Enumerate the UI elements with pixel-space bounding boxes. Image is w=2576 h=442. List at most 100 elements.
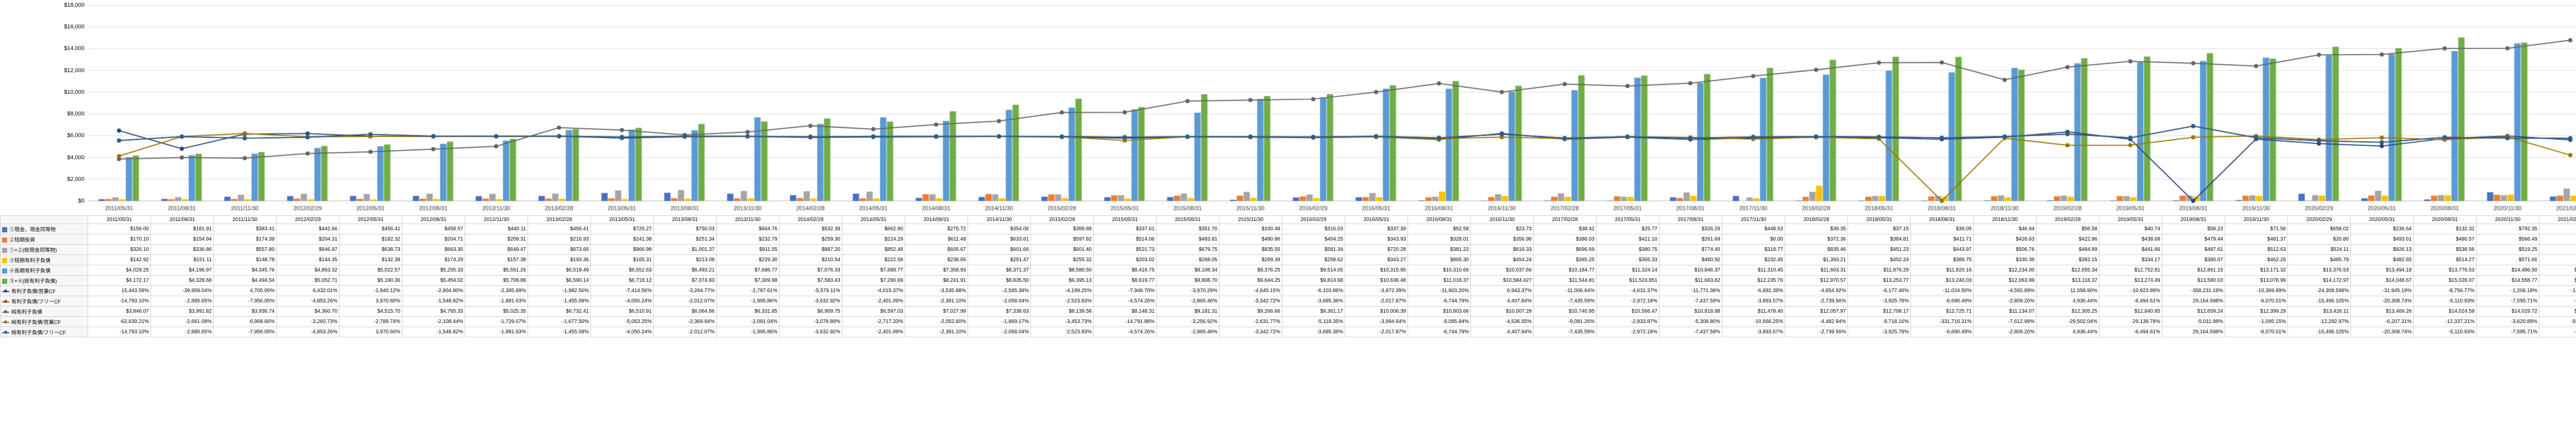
table-cell: $460.50 bbox=[1659, 255, 1722, 265]
table-cell: $14,172.97 bbox=[2288, 276, 2351, 286]
table-cell: $236.64 bbox=[2351, 224, 2414, 234]
table-col-header: 2018/05/31 bbox=[1848, 216, 1911, 224]
table-cell: -7,612.99% bbox=[1974, 317, 2037, 327]
table-cell: $13,240.03 bbox=[1911, 276, 1974, 286]
table-cell: $422.86 bbox=[2037, 234, 2099, 245]
table-cell: -4,592.89% bbox=[1974, 286, 2037, 296]
table-row-header: 純有利子負債/営業CF bbox=[1, 317, 88, 327]
table-cell: -2,595.38% bbox=[968, 286, 1031, 296]
table-col-header: 2012/11/30 bbox=[465, 216, 528, 224]
table-cell: $6,331.85 bbox=[717, 307, 779, 317]
table-cell: $232.79 bbox=[717, 234, 779, 245]
table-cell: $10,584.427 bbox=[1471, 276, 1534, 286]
table-cell: -4,574.26% bbox=[1094, 296, 1157, 307]
table-cell: $382.15 bbox=[2037, 255, 2099, 265]
table-cell: $389.88 bbox=[1031, 224, 1094, 234]
table-cell: $5,708.88 bbox=[465, 276, 528, 286]
table-col-header: 2013/05/31 bbox=[591, 216, 654, 224]
table-cell: -6,744.79% bbox=[1408, 296, 1471, 307]
table-cell: $15,028.07 bbox=[2414, 276, 2477, 286]
table-cell: $601.66 bbox=[968, 245, 1031, 255]
table-cell: $38.42 bbox=[1534, 224, 1597, 234]
table-cell: $750.03 bbox=[654, 224, 717, 234]
table-cell: -3,893.57% bbox=[1722, 296, 1785, 307]
table-cell: -7,595.71% bbox=[2477, 327, 2539, 337]
table-cell: -6,070.01% bbox=[2225, 327, 2288, 337]
table-cell: $611.48 bbox=[905, 234, 968, 245]
table-cell: -2,717.33% bbox=[842, 317, 905, 327]
table-cell: $10,803.66 bbox=[1408, 307, 1471, 317]
table-cell: $193.36 bbox=[528, 255, 591, 265]
table-cell: $9,395.13 bbox=[1031, 276, 1094, 286]
table-col-header: 2015/05/31 bbox=[1094, 216, 1157, 224]
table-cell: -1,455.08% bbox=[528, 327, 591, 337]
table-cell: $865.30 bbox=[1408, 255, 1471, 265]
table-cell: $887.20 bbox=[779, 245, 842, 255]
table-cell: $7,076.33 bbox=[779, 265, 842, 276]
table-cell: $480.86 bbox=[1219, 234, 1282, 245]
table-cell: $852.48 bbox=[842, 245, 905, 255]
legend-swatch bbox=[2, 237, 7, 243]
table-col-header: 2011/05/31 bbox=[88, 216, 151, 224]
table-col-header: 2021/02/28 bbox=[2539, 216, 2576, 224]
table-cell: $482.65 bbox=[2351, 255, 2414, 265]
table-cell: $649.47 bbox=[465, 245, 528, 255]
table-cell: -1,995.86% bbox=[717, 296, 779, 307]
table-cell: $1,001.37 bbox=[654, 245, 717, 255]
table-col-header: 2014/11/30 bbox=[968, 216, 1031, 224]
table-cell: -3,632.92% bbox=[779, 296, 842, 307]
table-cell: -5,308.80% bbox=[1659, 317, 1722, 327]
table-cell: $6,064.86 bbox=[654, 307, 717, 317]
chart-and-table-container: ①現金、現金同等物②短期投資①+②(総現金同等物)③短期有利子負債④長期有利子負… bbox=[0, 0, 2576, 442]
table-col-header: 2014/05/31 bbox=[842, 216, 905, 224]
table-cell: -9,095.94% bbox=[1408, 317, 1471, 327]
table-cell: $557.80 bbox=[214, 245, 277, 255]
table-cell: -5,579.11% bbox=[779, 286, 842, 296]
table-cell: -29,139.78% bbox=[2099, 317, 2162, 327]
table-cell: -7,861.42% bbox=[2539, 296, 2576, 307]
table-cell: -5,011.98% bbox=[2162, 317, 2225, 327]
table-cell: -5,053.25% bbox=[591, 317, 654, 327]
table-cell: -7,437.59% bbox=[1659, 296, 1722, 307]
table-cell: $662.90 bbox=[842, 224, 905, 234]
table-cell: -11,006.64% bbox=[1534, 286, 1597, 296]
table-cell: $725.27 bbox=[591, 224, 654, 234]
table-cell: $406.42 bbox=[2539, 224, 2576, 234]
table-cell: -3,685.36% bbox=[1282, 327, 1345, 337]
table-cell: $462.26 bbox=[2225, 255, 2288, 265]
legend-line-icon bbox=[2, 301, 9, 302]
legend-line-icon bbox=[2, 312, 9, 313]
legend-swatch bbox=[2, 279, 7, 284]
table-cell: $380.07 bbox=[2162, 255, 2225, 265]
table-cell: $14,812.77 bbox=[2539, 265, 2576, 276]
table-cell: $7,027.99 bbox=[905, 307, 968, 317]
table-cell: $7,290.69 bbox=[842, 276, 905, 286]
table-cell: $316.03 bbox=[1282, 224, 1345, 234]
table-cell: $11,603.31 bbox=[1785, 265, 1848, 276]
table-cell: $12,970.57 bbox=[1785, 276, 1848, 286]
legend-swatch bbox=[2, 268, 7, 274]
table-cell: -2,385.89% bbox=[465, 286, 528, 296]
table-row-header: ①+②(総現金同等物) bbox=[1, 245, 88, 255]
table-cell: $4,029.25 bbox=[88, 265, 151, 276]
table-cell: -12,337.21% bbox=[2414, 317, 2477, 327]
table-cell: $571.66 bbox=[2477, 255, 2539, 265]
table-cell: 4,407.84% bbox=[1471, 327, 1534, 337]
table-cell: -7,948.70% bbox=[1094, 286, 1157, 296]
table-cell: -3,078.89% bbox=[779, 317, 842, 327]
table-cell: -7,956.05% bbox=[214, 296, 277, 307]
table-cell: -15,496.105% bbox=[2288, 327, 2351, 337]
table-cell: $170.10 bbox=[88, 234, 151, 245]
table-cell: -4,631.37% bbox=[1597, 286, 1659, 296]
table-cell: -2,052.60% bbox=[905, 317, 968, 327]
table-cell: -7,956.05% bbox=[214, 327, 277, 337]
table-cell: $372.36 bbox=[1785, 234, 1848, 245]
table-cell: -7,414.56% bbox=[591, 286, 654, 296]
table-col-header: 2011/08/31 bbox=[151, 216, 214, 224]
table-cell: $14,024.59 bbox=[2414, 307, 2477, 317]
table-cell: -14,793.10% bbox=[88, 327, 151, 337]
table-cell: $9,361.17 bbox=[1282, 307, 1345, 317]
table-cell: $384.81 bbox=[1848, 234, 1911, 245]
table-cell: $481.37 bbox=[2225, 234, 2288, 245]
table-cell: -3,632.92% bbox=[779, 327, 842, 337]
